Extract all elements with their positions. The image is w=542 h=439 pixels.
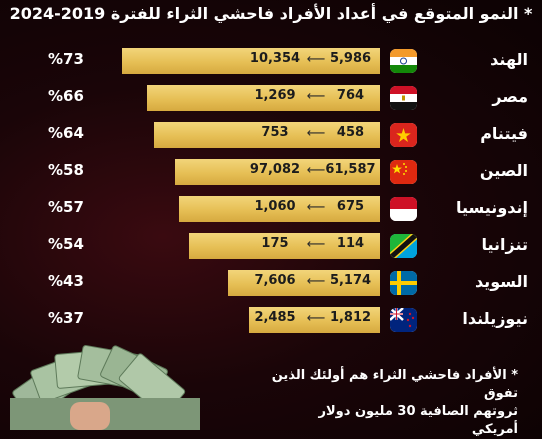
value-2024-label: 10,354 (249, 51, 301, 66)
value-2019-label: 675 (336, 199, 365, 214)
arrow-left-icon: ⟵ (306, 274, 326, 289)
footnote-line-2: ثروتهم الصافية 30 مليون دولار أمريكي (318, 404, 518, 437)
value-2019-label: 5,174 (329, 273, 372, 288)
arrow-left-icon: ⟵ (306, 126, 326, 141)
growth-bar (228, 270, 380, 296)
country-label: إندونيسيا (455, 198, 528, 217)
growth-percent-label: %43 (48, 272, 84, 290)
growth-percent-label: %37 (48, 309, 84, 327)
country-label: السويد (474, 272, 528, 291)
growth-bar (147, 85, 380, 111)
country-label: الهند (490, 50, 528, 69)
country-label: مصر (492, 87, 528, 106)
value-2019-label: 114 (336, 236, 365, 251)
country-label: تنزانيا (481, 235, 528, 254)
growth-bar (179, 196, 380, 222)
chart-row: %73 10,354 ⟵ 5,986 الهند (0, 47, 542, 75)
chart-row: %37 2,485 ⟵ 1,812 نيوزيلندا (0, 306, 542, 334)
value-2024-label: 7,606 (254, 273, 296, 288)
money-stack-illustration (10, 345, 200, 430)
value-2019-label: 5,986 (329, 51, 372, 66)
tanzania-flag-icon (390, 234, 417, 258)
chart-row: %64 753 ⟵ 458 فيتنام (0, 121, 542, 149)
china-flag-icon (390, 160, 417, 184)
value-2024-label: 97,082 (249, 162, 301, 177)
footnote-line-1: * الأفراد فاحشي الثراء هم أولئك الذين تف… (271, 368, 518, 401)
chart-title: * النمو المتوقع في أعداد الأفراد فاحشي ا… (9, 4, 533, 23)
value-2019-label: 764 (336, 88, 365, 103)
arrow-left-icon: ⟵ (306, 89, 326, 104)
growth-bar (122, 48, 380, 74)
value-2024-label: 753 (261, 125, 289, 140)
chart-row: %43 7,606 ⟵ 5,174 السويد (0, 269, 542, 297)
growth-bar (154, 122, 380, 148)
arrow-left-icon: ⟵ (306, 163, 326, 178)
india-flag-icon (390, 49, 417, 73)
growth-bar (189, 233, 380, 259)
value-2019-label: 1,812 (329, 310, 372, 325)
growth-percent-label: %73 (48, 50, 84, 68)
indonesia-flag-icon (390, 197, 417, 221)
chart-row: %58 97,082 ⟵ 61,587 الصين (0, 158, 542, 186)
arrow-left-icon: ⟵ (306, 52, 326, 67)
banknote-fan (10, 345, 200, 430)
growth-percent-label: %54 (48, 235, 84, 253)
country-label: نيوزيلندا (462, 309, 528, 328)
egypt-flag-icon (390, 86, 417, 110)
growth-bar (175, 159, 380, 185)
sweden-flag-icon (390, 271, 417, 295)
arrow-left-icon: ⟵ (306, 311, 326, 326)
chart-row: %54 175 ⟵ 114 تنزانيا (0, 232, 542, 260)
arrow-left-icon: ⟵ (306, 200, 326, 215)
footnote: * الأفراد فاحشي الثراء هم أولئك الذين تف… (268, 367, 518, 439)
country-label: فيتنام (480, 124, 528, 143)
growth-percent-label: %57 (48, 198, 84, 216)
growth-percent-label: %58 (48, 161, 84, 179)
arrow-left-icon: ⟵ (306, 237, 326, 252)
growth-percent-label: %64 (48, 124, 84, 142)
value-2019-label: 458 (336, 125, 365, 140)
country-label: الصين (479, 161, 528, 180)
vietnam-flag-icon (390, 123, 417, 147)
chart-row: %57 1,060 ⟵ 675 إندونيسيا (0, 195, 542, 223)
value-2024-label: 2,485 (254, 310, 296, 325)
value-2024-label: 1,060 (254, 199, 296, 214)
new-zealand-flag-icon (390, 308, 417, 332)
chart-row: %66 1,269 ⟵ 764 مصر (0, 84, 542, 112)
value-2024-label: 175 (261, 236, 289, 251)
value-2019-label: 61,587 (325, 162, 376, 177)
growth-bar (249, 307, 380, 333)
growth-percent-label: %66 (48, 87, 84, 105)
value-2024-label: 1,269 (254, 88, 296, 103)
